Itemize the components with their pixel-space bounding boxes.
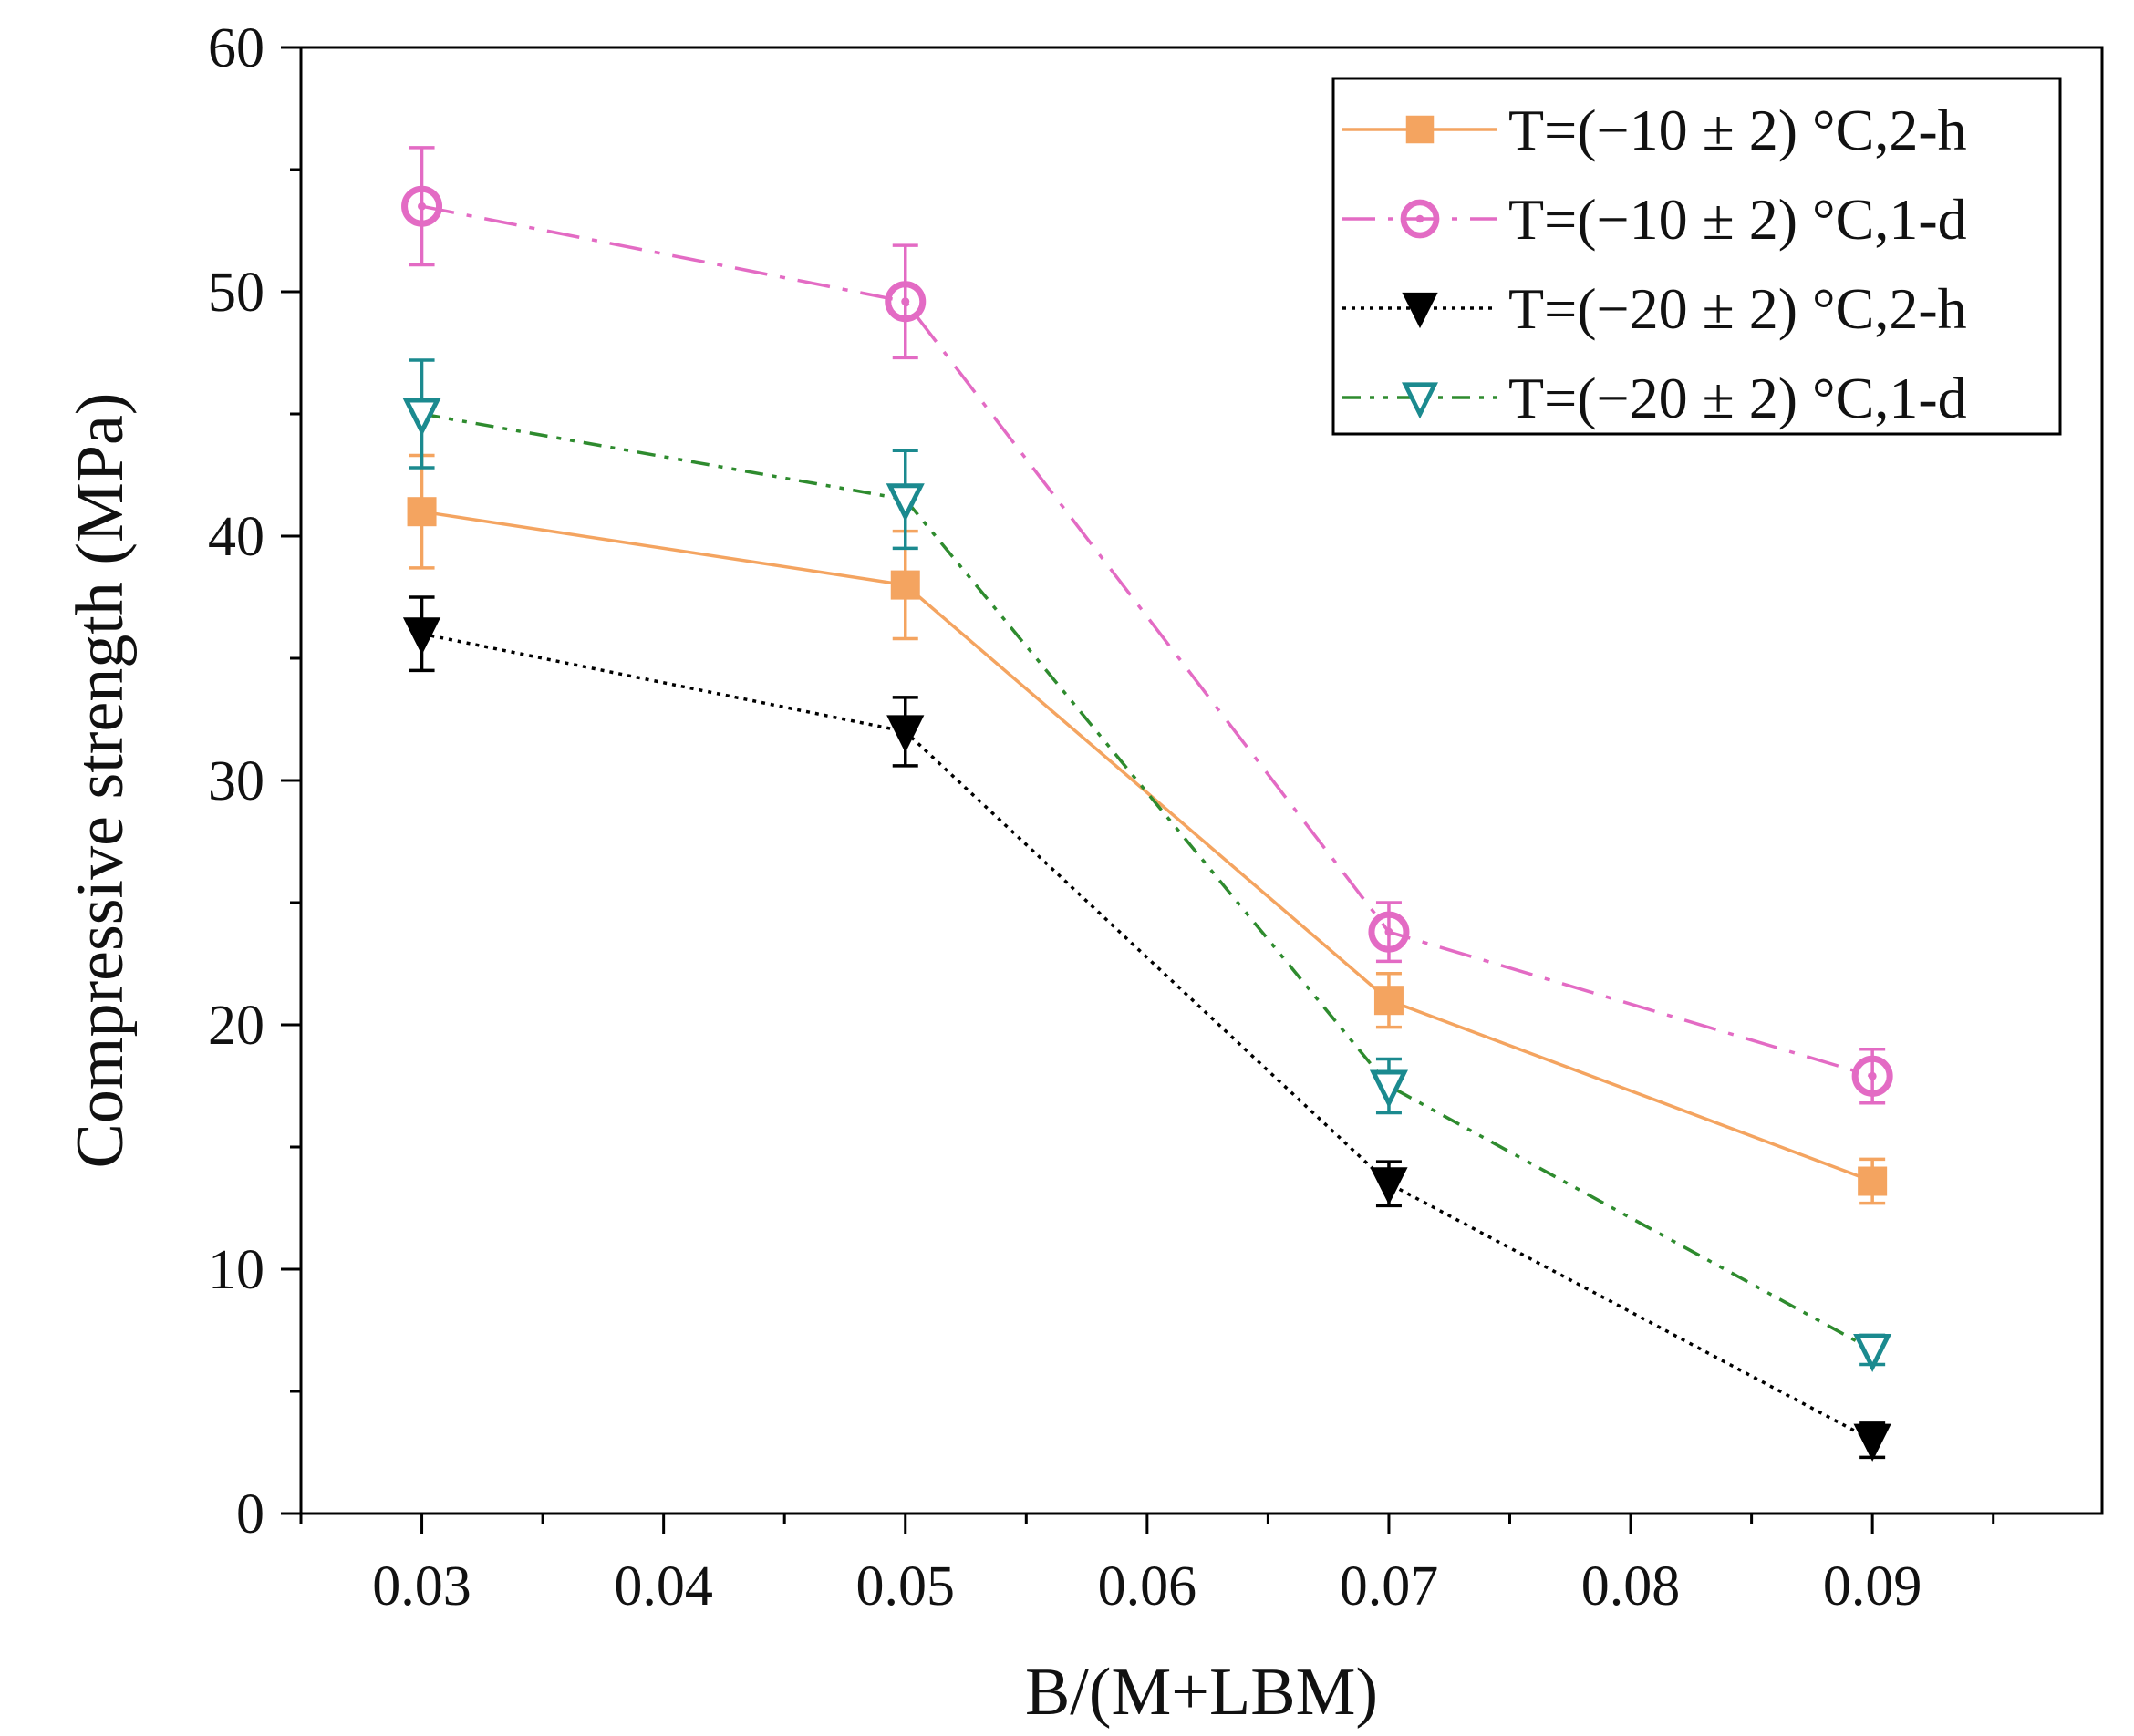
data-point	[886, 483, 925, 522]
data-point	[1405, 115, 1435, 144]
y-tick-label: 60	[208, 17, 264, 79]
data-point	[1369, 1070, 1408, 1109]
series-layer	[401, 146, 1893, 1462]
series-1	[407, 453, 1888, 1205]
y-tick-label: 40	[208, 506, 264, 568]
series-line	[421, 510, 1873, 1183]
data-point	[401, 185, 443, 227]
series-line	[421, 204, 1873, 1078]
y-tick-label: 50	[208, 262, 264, 324]
data-point	[407, 497, 437, 527]
legend-item: T=(−20 ± 2) °C,1-d	[1342, 366, 1967, 430]
data-point	[1368, 911, 1410, 953]
legend-item: T=(−10 ± 2) °C,2-h	[1342, 98, 1967, 162]
data-point	[1853, 1423, 1891, 1462]
series-4	[402, 358, 1892, 1373]
y-tick-label: 30	[208, 750, 264, 812]
x-axis-title: B/(M+LBM)	[1025, 1655, 1378, 1730]
series-line	[421, 412, 1873, 1351]
legend-label: T=(−10 ± 2) °C,1-d	[1508, 187, 1967, 252]
data-point	[1400, 199, 1440, 239]
legend-label: T=(−10 ± 2) °C,2-h	[1508, 98, 1967, 162]
data-point	[886, 715, 925, 753]
data-point	[1402, 382, 1438, 419]
data-point	[1853, 1333, 1892, 1373]
legend-item: T=(−10 ± 2) °C,1-d	[1342, 187, 1967, 252]
y-axis: 0 10 20 30 40 50 60	[208, 17, 301, 1545]
legend-label: T=(−20 ± 2) °C,2-h	[1508, 276, 1967, 341]
y-tick-label: 10	[208, 1239, 264, 1301]
y-tick-label: 20	[208, 995, 264, 1057]
data-point	[1851, 1055, 1893, 1097]
series-line	[421, 632, 1873, 1442]
data-point	[1370, 1167, 1408, 1205]
x-tick-label: 0.06	[1098, 1555, 1197, 1617]
series-3	[402, 595, 1891, 1462]
data-point	[890, 570, 920, 600]
data-point	[1373, 986, 1404, 1016]
data-point	[885, 281, 927, 323]
y-axis-title: Compressive strength (MPa)	[63, 393, 138, 1169]
x-tick-label: 0.04	[614, 1555, 713, 1617]
data-point	[402, 617, 441, 656]
x-tick-label: 0.05	[856, 1555, 956, 1617]
legend-item: T=(−20 ± 2) °C,2-h	[1342, 276, 1967, 341]
legend-label: T=(−20 ± 2) °C,1-d	[1508, 366, 1967, 430]
data-point	[1402, 292, 1438, 329]
y-tick-label: 0	[236, 1483, 264, 1545]
x-tick-label: 0.09	[1823, 1555, 1922, 1617]
data-point	[1858, 1166, 1888, 1196]
data-point	[402, 398, 441, 437]
legend-box	[1331, 77, 2062, 436]
x-tick-label: 0.08	[1581, 1555, 1681, 1617]
x-tick-label: 0.07	[1340, 1555, 1439, 1617]
series-2	[401, 146, 1893, 1105]
x-axis: 0.03 0.04 0.05 0.06 0.07 0.08 0.09	[299, 1514, 1995, 1617]
legend: T=(−10 ± 2) °C,2-h T=(−10 ± 2) °C,1-d T=(−…	[1331, 77, 2062, 436]
x-tick-label: 0.03	[372, 1555, 471, 1617]
